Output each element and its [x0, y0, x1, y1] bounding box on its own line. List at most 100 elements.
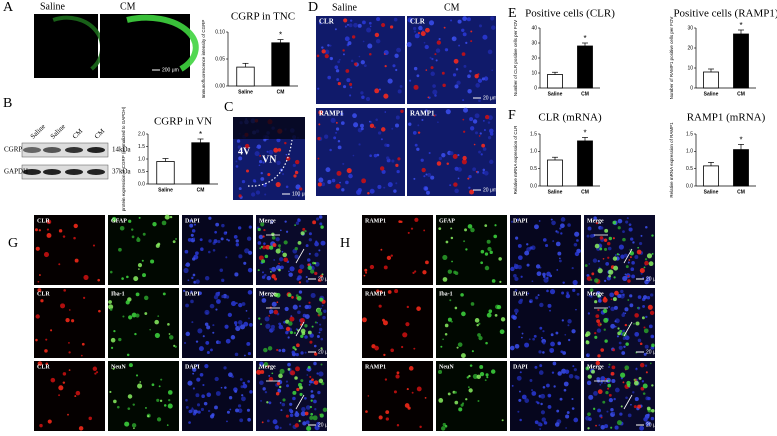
- cell: [369, 52, 372, 56]
- cell: [642, 383, 648, 389]
- cell: [485, 341, 488, 345]
- cell: [161, 220, 167, 226]
- cell: [516, 375, 522, 381]
- cell: [396, 371, 400, 375]
- cell: [627, 279, 631, 283]
- cell: [476, 374, 481, 380]
- label: CM: [737, 91, 745, 97]
- cell: [185, 405, 189, 409]
- label: NeuN: [111, 364, 126, 370]
- cell: [330, 117, 336, 124]
- cell: [481, 143, 486, 148]
- cell: [144, 312, 148, 315]
- cell: [392, 64, 396, 68]
- cell: [306, 368, 309, 371]
- cell: [342, 49, 345, 52]
- cell: [584, 333, 589, 337]
- cell: [611, 378, 616, 384]
- cell: [634, 396, 639, 402]
- cell: [361, 178, 367, 184]
- cell: [374, 345, 379, 351]
- cell: [651, 343, 655, 348]
- cell: [276, 381, 281, 386]
- cell: [58, 263, 61, 266]
- label: *: [279, 31, 282, 40]
- cell: [482, 147, 487, 151]
- cell: [207, 409, 211, 413]
- cell: [131, 423, 137, 428]
- cell: [44, 349, 48, 353]
- label: 20 μm: [318, 349, 332, 355]
- cell: [287, 367, 291, 371]
- cell: [424, 396, 427, 399]
- cell: [557, 341, 562, 346]
- cell: [220, 386, 223, 389]
- cell: [183, 267, 189, 274]
- cell: [71, 319, 75, 323]
- cell: [258, 317, 261, 320]
- cell: [571, 407, 575, 410]
- cell: [551, 371, 555, 374]
- cell: [425, 27, 430, 33]
- cell: [567, 324, 570, 327]
- cell: [369, 25, 372, 28]
- cell: [205, 341, 210, 345]
- cell: [373, 126, 376, 129]
- cell: [282, 252, 287, 258]
- cell: [630, 403, 632, 406]
- cell: [486, 312, 492, 318]
- cell: [421, 167, 426, 173]
- cell: [587, 226, 592, 231]
- cell: [540, 336, 543, 339]
- cell: [642, 295, 648, 300]
- cell: [141, 259, 144, 262]
- cell: [539, 302, 544, 308]
- cell: [538, 370, 544, 375]
- cell: [452, 73, 457, 77]
- cell: [541, 417, 546, 422]
- cell: [461, 159, 467, 165]
- cell: [336, 170, 342, 176]
- label: Saline: [49, 123, 67, 141]
- micrograph: [436, 288, 507, 358]
- cell: [453, 182, 458, 187]
- cell: [274, 425, 279, 430]
- cell: [515, 236, 519, 240]
- cell: [278, 247, 281, 250]
- cell: [361, 95, 365, 99]
- cell: [47, 419, 52, 424]
- cell: [314, 408, 317, 411]
- cell: [422, 270, 427, 275]
- cell: [379, 290, 383, 293]
- cell: [295, 184, 301, 190]
- cell: [197, 328, 203, 334]
- cell: [378, 415, 383, 420]
- cell: [478, 24, 482, 28]
- cell: [622, 381, 625, 384]
- cell: [244, 248, 250, 254]
- cell: [244, 143, 250, 149]
- cell: [637, 404, 642, 409]
- label: 0: [534, 85, 537, 91]
- cell: [651, 252, 654, 255]
- cell: [624, 323, 628, 327]
- cell: [457, 177, 460, 180]
- micrograph: [584, 215, 655, 285]
- cell: [235, 165, 239, 168]
- cell: [450, 320, 453, 323]
- cell: [368, 21, 372, 25]
- cell: [160, 378, 163, 381]
- cell: [406, 305, 410, 309]
- cell: [289, 402, 293, 406]
- cell: [620, 372, 626, 378]
- cell: [494, 313, 498, 317]
- cell: [605, 390, 609, 395]
- ventricle: [233, 117, 305, 139]
- cell: [644, 344, 649, 349]
- cell: [491, 279, 496, 283]
- cell: [269, 220, 274, 224]
- cell: [477, 333, 481, 337]
- cell: [344, 25, 347, 28]
- cell: [521, 394, 527, 400]
